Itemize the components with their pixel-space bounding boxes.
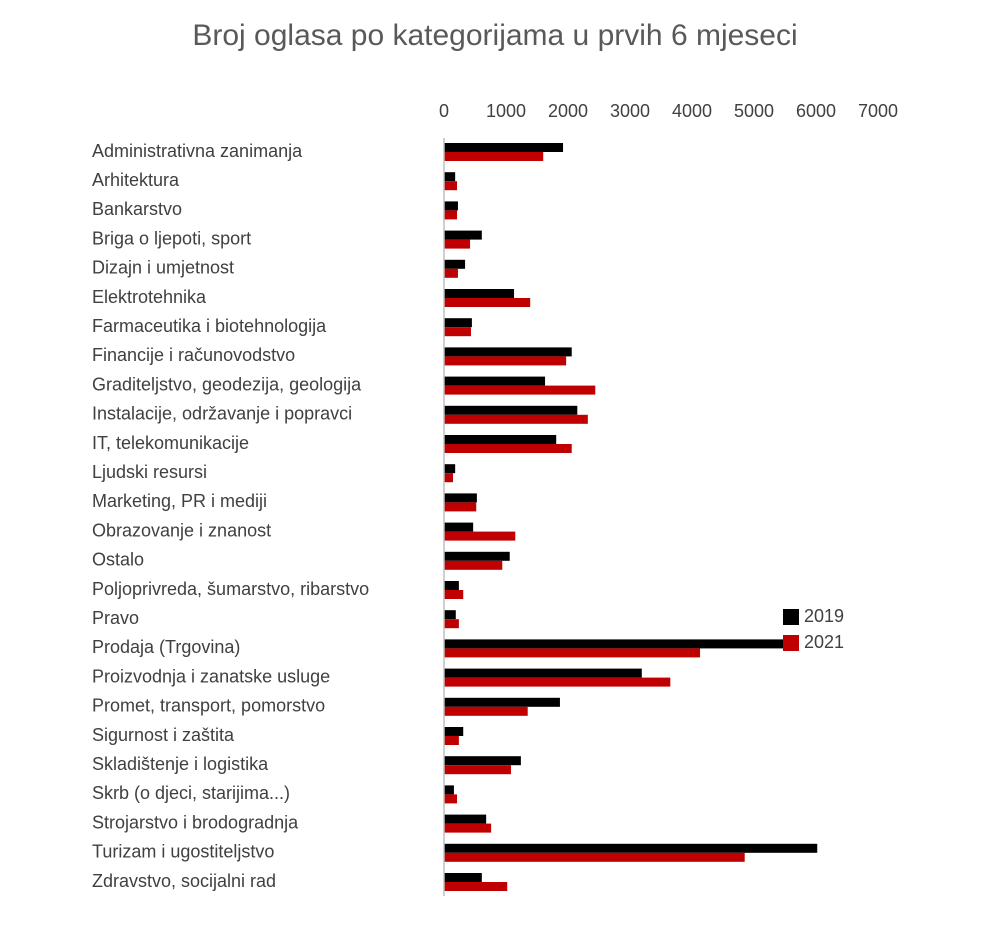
x-tick-label: 4000: [672, 101, 712, 121]
y-tick-label: Ostalo: [92, 550, 144, 570]
chart-title: Broj oglasa po kategorijama u prvih 6 mj…: [192, 19, 798, 52]
bar: [444, 639, 795, 649]
y-tick-label: Dizajn i umjetnost: [92, 258, 234, 278]
bar: [444, 143, 564, 152]
bar: [444, 560, 503, 570]
bar: [444, 444, 572, 453]
x-tick-label: 2000: [548, 101, 588, 121]
y-tick-label: Administrativna zanimanja: [92, 141, 303, 161]
y-tick-label: Turizam i ugostiteljstvo: [92, 842, 274, 862]
y-tick-label: Bankarstvo: [92, 199, 182, 219]
y-tick-label: Arhitektura: [92, 170, 180, 190]
bar: [444, 318, 472, 328]
bar: [444, 230, 482, 240]
bar: [444, 697, 560, 707]
bar: [444, 405, 578, 415]
bar: [444, 172, 456, 182]
bar: [444, 327, 471, 337]
y-tick-label: Ljudski resursi: [92, 462, 207, 482]
y-tick-label: Zdravstvo, socijalni rad: [92, 871, 276, 891]
y-tick-label: Marketing, PR i mediji: [92, 491, 267, 511]
bar: [444, 259, 466, 269]
bar: [444, 677, 671, 687]
bar: [444, 522, 474, 532]
bar: [444, 385, 596, 395]
bar: [444, 473, 453, 483]
y-tick-label: Proizvodnja i zanatske usluge: [92, 666, 330, 686]
bar: [444, 873, 482, 882]
bar: [444, 736, 459, 745]
x-tick-label: 3000: [610, 101, 650, 121]
bar: [444, 756, 521, 766]
bar: [444, 706, 528, 716]
bar: [444, 590, 464, 599]
y-tick-label: Pravo: [92, 608, 139, 628]
y-tick-label: Elektrotehnika: [92, 287, 207, 307]
y-tick-label: Skrb (o djeci, starijima...): [92, 783, 290, 803]
bar: [444, 376, 546, 386]
bar: [444, 289, 515, 298]
bar: [444, 152, 544, 161]
y-tick-label: Financije i računovodstvo: [92, 345, 295, 365]
bar: [444, 823, 492, 833]
y-tick-label: Obrazovanje i znanost: [92, 520, 271, 540]
legend-swatch: [783, 635, 799, 651]
y-tick-label: Briga o ljepoti, sport: [92, 228, 251, 248]
x-tick-label: 0: [439, 101, 449, 121]
bar: [444, 414, 588, 424]
y-tick-label: Prodaja (Trgovina): [92, 637, 240, 657]
bar: [444, 814, 487, 824]
x-tick-label: 7000: [858, 101, 898, 121]
bar: [444, 727, 464, 736]
bar: [444, 210, 458, 220]
bar: [444, 794, 458, 804]
bar: [444, 581, 459, 590]
y-tick-label: Farmaceutika i biotehnologija: [92, 316, 327, 336]
bar: [444, 435, 557, 444]
bar: [444, 551, 510, 561]
bar: [444, 356, 567, 366]
bar: [444, 785, 454, 795]
bar: [444, 268, 458, 278]
bar: [444, 464, 456, 474]
bar: [444, 882, 508, 891]
y-tick-label: Graditeljstvo, geodezija, geologija: [92, 374, 362, 394]
bar: [444, 298, 531, 307]
bar: [444, 648, 701, 658]
y-tick-label: Strojarstvo i brodogradnja: [92, 812, 299, 832]
x-tick-label: 6000: [796, 101, 836, 121]
y-tick-label: Instalacije, održavanje i popravci: [92, 404, 352, 424]
bar: [444, 239, 471, 249]
bar: [444, 201, 458, 211]
bar: [444, 619, 459, 629]
y-tick-label: IT, telekomunikacije: [92, 433, 249, 453]
x-tick-label: 1000: [486, 101, 526, 121]
legend-label: 2019: [804, 606, 844, 626]
bar: [444, 493, 477, 503]
legend-swatch: [783, 609, 799, 625]
y-tick-label: Skladištenje i logistika: [92, 754, 269, 774]
bar: [444, 765, 511, 775]
bar: [444, 181, 458, 191]
bar: [444, 610, 456, 620]
bar: [444, 852, 745, 862]
bar: [444, 531, 516, 541]
x-tick-label: 5000: [734, 101, 774, 121]
bar: [444, 668, 642, 678]
bar: [444, 347, 572, 357]
legend-label: 2021: [804, 632, 844, 652]
bar: [444, 843, 818, 853]
y-tick-label: Poljoprivreda, šumarstvo, ribarstvo: [92, 579, 369, 599]
y-tick-label: Promet, transport, pomorstvo: [92, 696, 325, 716]
y-tick-label: Sigurnost i zaštita: [92, 725, 235, 745]
bar: [444, 502, 477, 512]
